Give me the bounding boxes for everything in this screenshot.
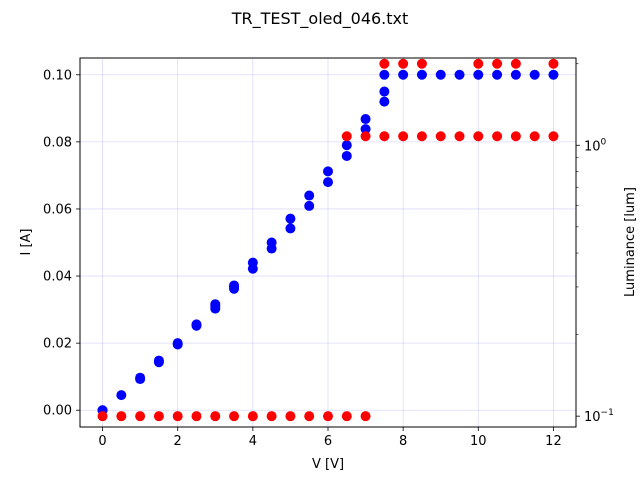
luminance-point — [135, 411, 146, 422]
luminance-point — [492, 58, 503, 69]
y-right-tick-label: 100 — [584, 137, 607, 154]
luminance-point — [341, 411, 352, 422]
y-left-tick-label: 0.00 — [43, 404, 72, 419]
y-axis-right: 10−1 100 — [576, 63, 614, 425]
y-left-tick-label: 0.06 — [43, 202, 72, 217]
current-point — [341, 150, 352, 161]
y-left-tick-label: 0.10 — [43, 68, 72, 83]
y-right-tick-label: 10−1 — [584, 408, 614, 425]
luminance-point — [548, 58, 559, 69]
luminance-point — [153, 411, 164, 422]
current-point — [492, 69, 503, 80]
luminance-point — [229, 411, 240, 422]
current-point — [360, 114, 371, 125]
luminance-point — [97, 411, 108, 422]
luminance-point — [379, 131, 390, 142]
luminance-point — [416, 58, 427, 69]
x-tick-label: 12 — [545, 434, 562, 449]
current-point — [379, 86, 390, 97]
current-point — [210, 299, 221, 310]
current-point — [229, 280, 240, 291]
luminance-point — [473, 131, 484, 142]
current-point — [266, 237, 277, 248]
current-point — [135, 372, 146, 383]
current-point — [473, 69, 484, 80]
x-axis: 0 2 4 6 8 10 12 — [98, 427, 562, 449]
luminance-point — [304, 411, 315, 422]
luminance-point — [492, 131, 503, 142]
x-tick-label: 10 — [470, 434, 487, 449]
current-point — [379, 96, 390, 107]
current-point — [304, 190, 315, 201]
current-series — [97, 69, 559, 416]
current-point — [172, 338, 183, 349]
luminance-point — [172, 411, 183, 422]
luminance-point — [191, 411, 202, 422]
x-tick-label: 8 — [399, 434, 407, 449]
luminance-point — [510, 58, 521, 69]
luminance-point — [323, 411, 333, 422]
luminance-point — [285, 411, 296, 422]
current-point — [529, 69, 540, 80]
luminance-point — [379, 58, 390, 69]
current-point — [323, 177, 333, 188]
current-point — [341, 140, 352, 151]
luminance-point — [510, 131, 521, 142]
luminance-point — [360, 131, 371, 142]
current-point — [548, 69, 559, 80]
current-point — [285, 223, 296, 234]
luminance-point — [398, 58, 409, 69]
luminance-point — [341, 131, 352, 142]
current-point — [153, 355, 164, 366]
y-left-tick-label: 0.02 — [43, 337, 72, 352]
x-tick-label: 2 — [174, 434, 182, 449]
x-axis-label: V [V] — [312, 457, 344, 472]
x-tick-label: 6 — [324, 434, 332, 449]
current-point — [398, 69, 409, 80]
x-tick-label: 4 — [249, 434, 257, 449]
grid — [80, 58, 576, 427]
current-point — [416, 69, 427, 80]
x-tick-label: 0 — [98, 434, 106, 449]
current-point — [379, 69, 390, 80]
current-point — [360, 124, 371, 135]
luminance-point — [435, 131, 446, 142]
luminance-point — [247, 411, 258, 422]
current-point — [435, 69, 446, 80]
y-left-tick-label: 0.04 — [43, 270, 72, 285]
y-axis-left: 0.00 0.02 0.04 0.06 0.08 0.10 — [43, 68, 80, 419]
luminance-point — [398, 131, 409, 142]
current-point — [285, 213, 296, 224]
current-point — [191, 319, 202, 330]
current-point — [116, 390, 127, 401]
luminance-point — [360, 411, 371, 422]
luminance-point — [266, 411, 277, 422]
luminance-series — [97, 58, 559, 422]
current-point — [323, 166, 333, 177]
luminance-point — [473, 58, 484, 69]
luminance-point — [454, 131, 465, 142]
chart-title: TR_TEST_oled_046.txt — [231, 9, 409, 29]
current-point — [247, 257, 258, 268]
luminance-point — [116, 411, 127, 422]
luminance-point — [548, 131, 559, 142]
y-axis-right-label: Luminance [lum] — [623, 187, 638, 297]
current-point — [510, 69, 521, 80]
luminance-point — [416, 131, 427, 142]
luminance-point — [210, 411, 221, 422]
current-point — [304, 200, 315, 211]
luminance-point — [529, 131, 540, 142]
current-point — [454, 69, 465, 80]
y-axis-left-label: I [A] — [19, 228, 34, 255]
y-left-tick-label: 0.08 — [43, 135, 72, 150]
